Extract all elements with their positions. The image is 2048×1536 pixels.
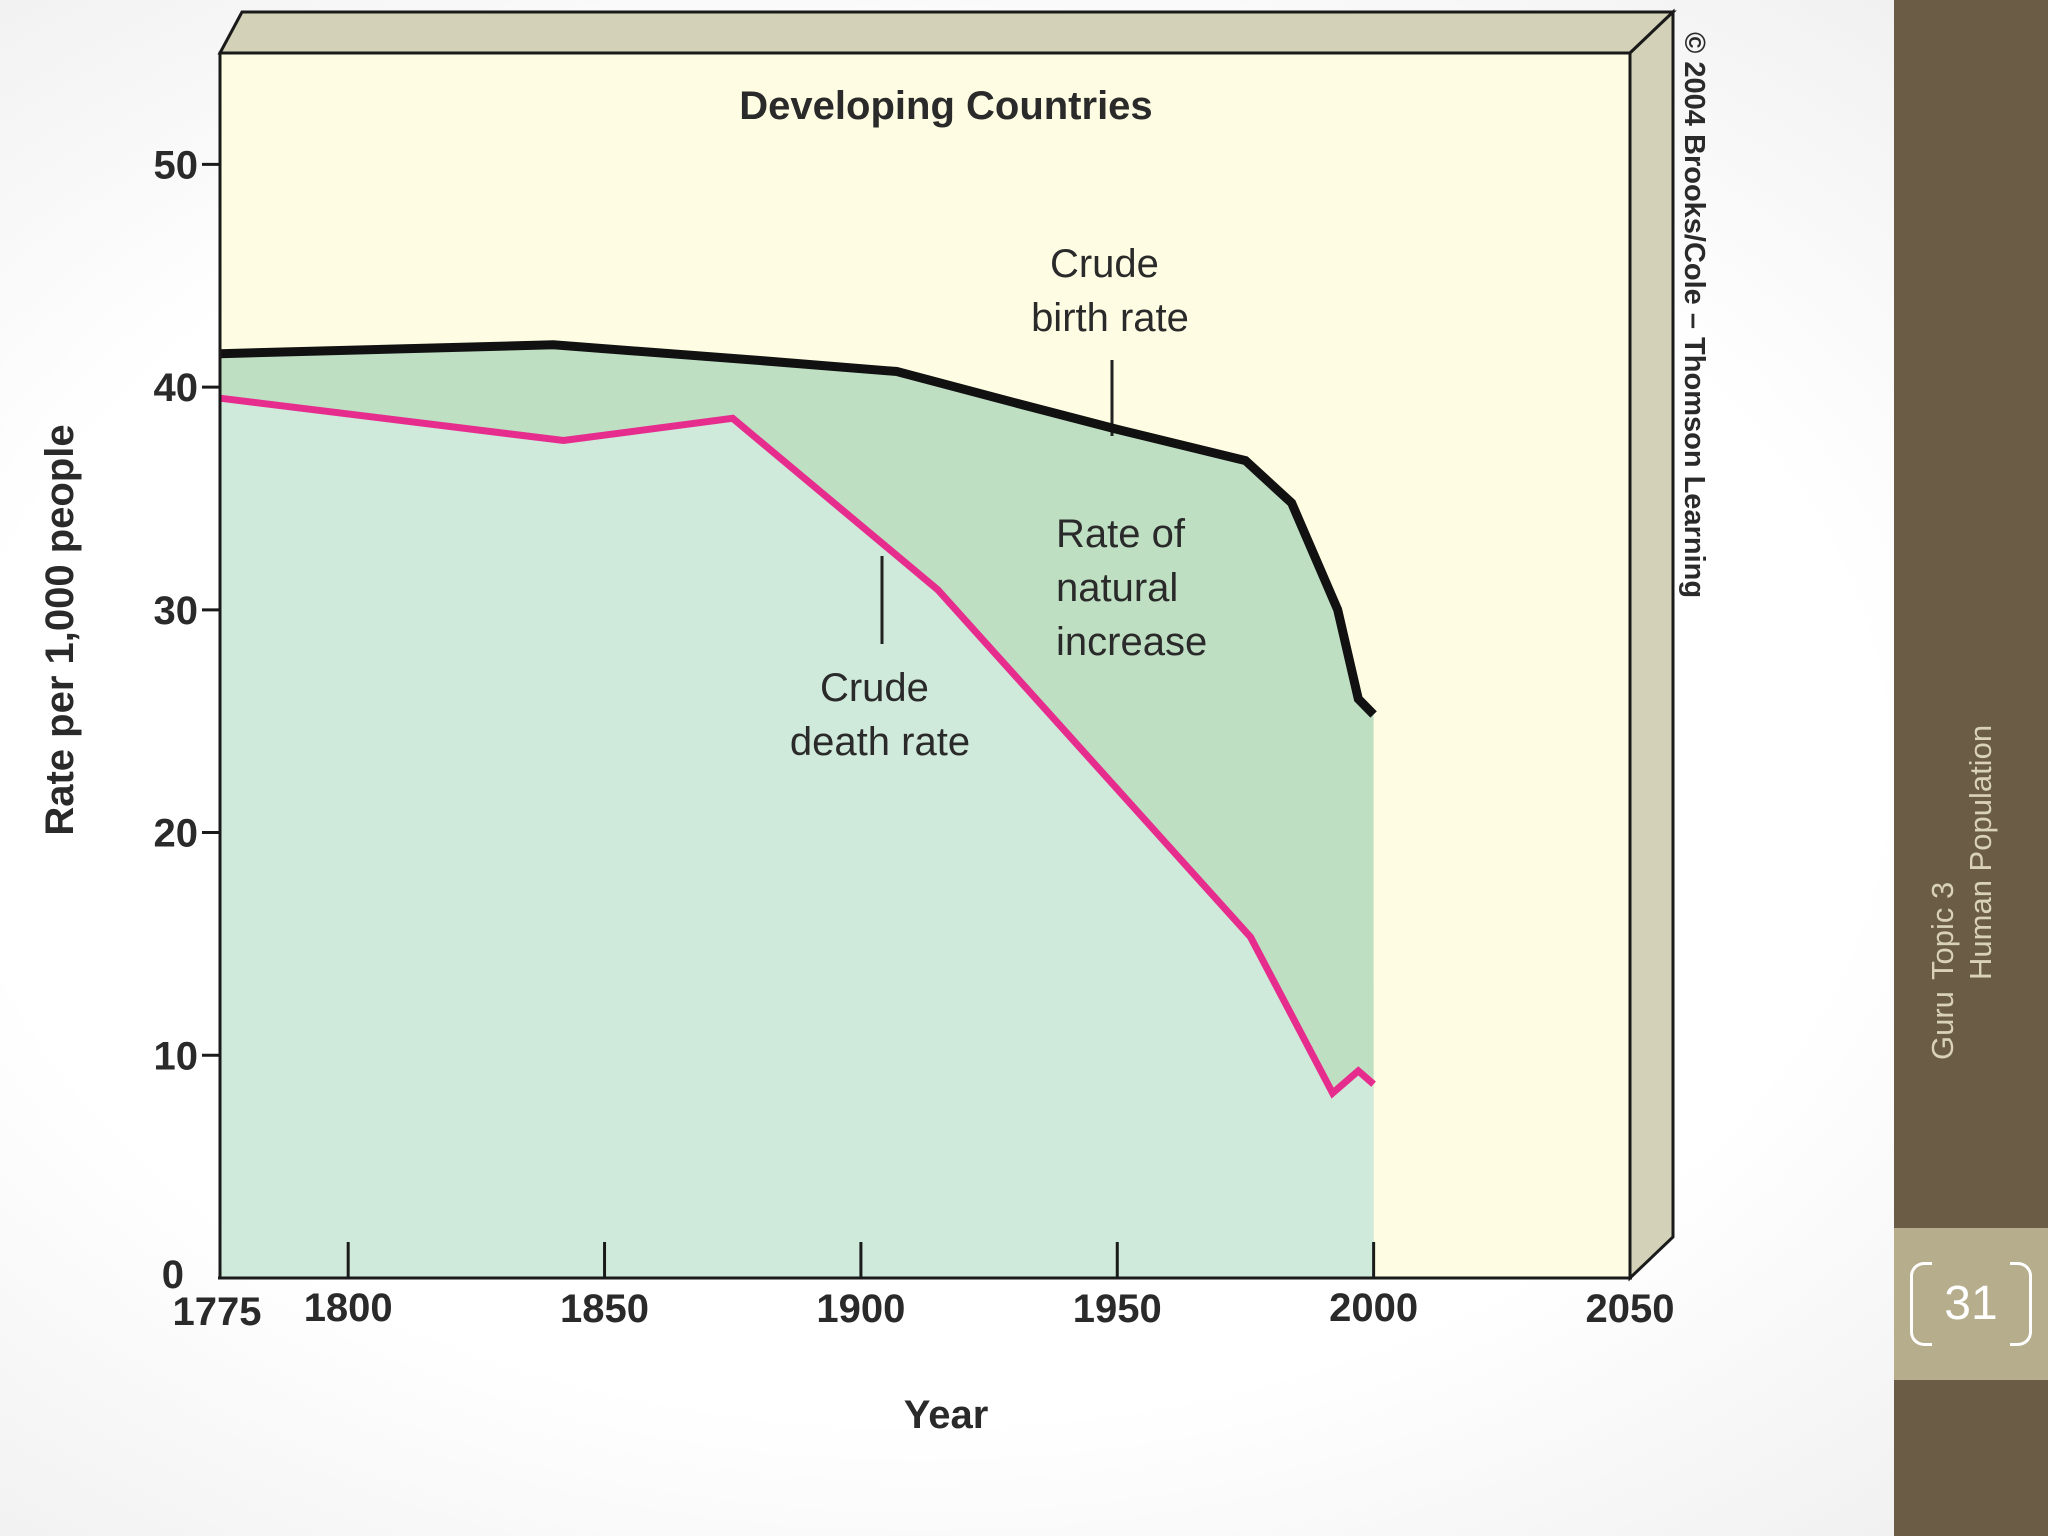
x-axis-label: Year: [904, 1393, 989, 1437]
y-tick-label-20: 20: [154, 812, 199, 856]
copyright-credit: © 2004 Brooks/Cole – Thomson Learning: [1678, 32, 1710, 598]
birth-rate-label-line-1: Crude: [1050, 242, 1159, 286]
death-rate-label: Crude death rate: [790, 666, 970, 764]
x-ticks: 1775 1800 1850 1900 1950 2000 2050: [173, 1242, 1675, 1334]
x-tick-label-1800: 1800: [304, 1286, 393, 1330]
y-tick-label-50: 50: [154, 143, 199, 187]
x-tick-label-2000: 2000: [1329, 1286, 1418, 1330]
page-bracket-left: [1910, 1262, 1932, 1346]
y-axis-label: Rate per 1,000 people: [38, 424, 82, 835]
sidebar-topic: Topic 3: [1925, 881, 1960, 980]
sidebar-subject: Human Population: [1963, 724, 1998, 980]
natural-increase-label-line-3: increase: [1056, 620, 1207, 664]
y-tick-label-30: 30: [154, 589, 199, 633]
x-tick-label-2050: 2050: [1586, 1287, 1675, 1331]
area-below-death-rate: [220, 398, 1374, 1278]
sidebar-author: Guru: [1925, 991, 1960, 1060]
y-tick-label-40: 40: [154, 366, 199, 410]
x-tick-label-1950: 1950: [1073, 1287, 1162, 1331]
y-tick-label-0: 0: [162, 1253, 184, 1297]
page-number: 31: [1944, 1277, 1998, 1330]
chart: 1775 1800 1850 1900 1950 2000 2050 0 10 20 30 40 50…: [38, 8, 1710, 1437]
y-tick-label-10: 10: [154, 1034, 199, 1078]
x-tick-label-1850: 1850: [560, 1287, 649, 1331]
slide: 1775 1800 1850 1900 1950 2000 2050 0 10 20 30 40 50…: [38, 8, 1710, 1437]
x-tick-label-1900: 1900: [816, 1287, 905, 1331]
birth-rate-label-line-2: birth rate: [1031, 296, 1189, 340]
death-rate-label-line-2: death rate: [790, 720, 970, 764]
x-tick-label-1775: 1775: [173, 1290, 262, 1334]
frame-side-face: [1628, 8, 1675, 1282]
chart-title: Developing Countries: [739, 84, 1152, 128]
natural-increase-label: Rate of natural increase: [1056, 512, 1207, 664]
page-bracket-right: [2010, 1262, 2032, 1346]
natural-increase-label-line-2: natural: [1056, 566, 1178, 610]
page-number-box: 31: [1894, 1228, 2048, 1380]
series-line-crude-death-rate: [219, 394, 1376, 1099]
series-line-crude-birth-rate: [219, 340, 1377, 718]
death-rate-label-line-1: Crude: [820, 666, 929, 710]
natural-increase-label-line-1: Rate of: [1056, 512, 1186, 556]
birth-rate-label: Crude birth rate: [1031, 242, 1189, 340]
y-ticks: 0 10 20 30 40 50: [154, 143, 220, 1297]
frame-top-face: [217, 10, 1677, 55]
